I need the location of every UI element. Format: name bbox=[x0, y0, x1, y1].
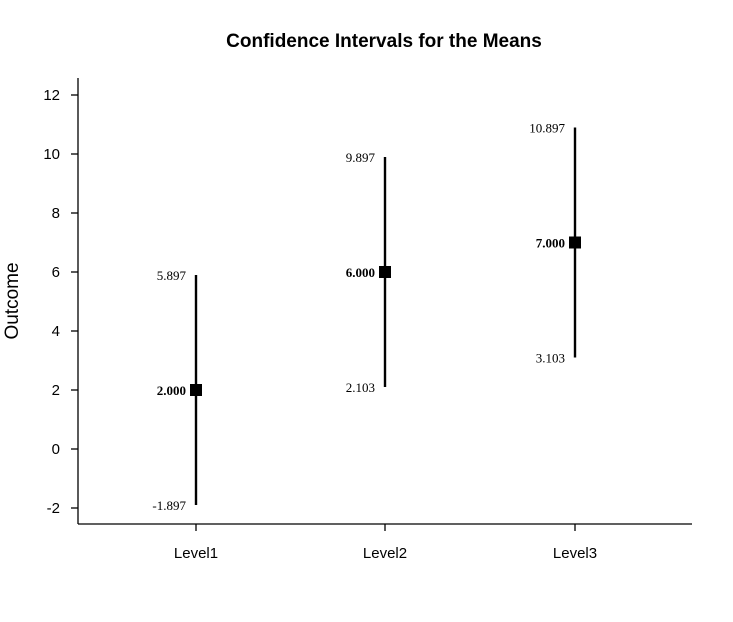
mean-marker-level3 bbox=[569, 236, 581, 249]
y-tick-label: 12 bbox=[43, 87, 60, 104]
upper-label-level1: 5.897 bbox=[157, 268, 187, 283]
y-tick-label: 4 bbox=[52, 323, 60, 340]
x-tick-label-level2: Level2 bbox=[363, 545, 407, 562]
mean-label-level3: 7.000 bbox=[536, 236, 565, 251]
y-tick-label: 0 bbox=[52, 441, 60, 458]
upper-label-level3: 10.897 bbox=[529, 121, 565, 136]
y-tick-label: 10 bbox=[43, 146, 60, 163]
upper-label-level2: 9.897 bbox=[346, 150, 376, 165]
x-tick-label-level1: Level1 bbox=[174, 545, 218, 562]
lower-label-level2: 2.103 bbox=[346, 380, 375, 395]
lower-label-level3: 3.103 bbox=[536, 350, 565, 365]
mean-label-level2: 6.000 bbox=[346, 265, 375, 280]
y-tick-label: 8 bbox=[52, 205, 60, 222]
mean-label-level1: 2.000 bbox=[157, 383, 186, 398]
y-tick-label: 2 bbox=[52, 382, 60, 399]
x-tick-label-level3: Level3 bbox=[553, 545, 597, 562]
mean-marker-level2 bbox=[379, 266, 391, 278]
confidence-intervals: 2.000 5.897 -1.897 6.000 9.897 2.103 7.000 10.8… bbox=[152, 121, 581, 513]
x-axis-ticks: Level1 Level2 Level3 bbox=[174, 524, 597, 562]
y-axis-label: Outcome bbox=[2, 262, 23, 339]
chart-title: Confidence Intervals for the Means bbox=[226, 31, 542, 52]
y-tick-label: 6 bbox=[52, 264, 60, 281]
y-axis-ticks: -2 0 2 4 6 8 10 12 bbox=[43, 87, 78, 517]
y-tick-label: -2 bbox=[47, 500, 60, 517]
mean-marker-level1 bbox=[190, 384, 202, 396]
lower-label-level1: -1.897 bbox=[152, 498, 186, 513]
